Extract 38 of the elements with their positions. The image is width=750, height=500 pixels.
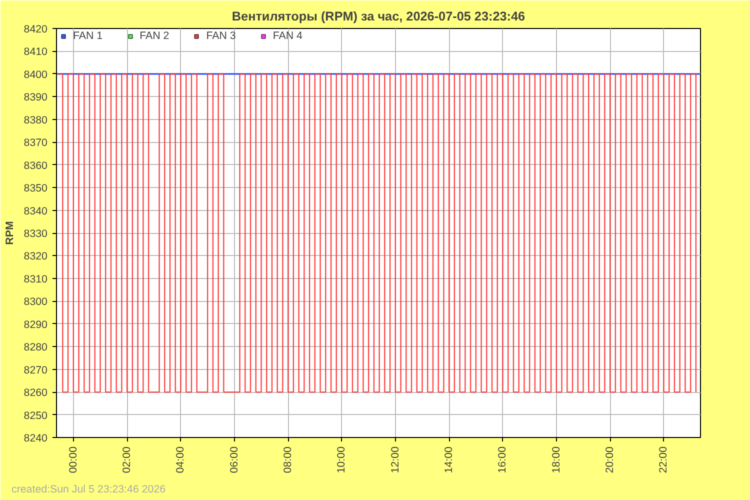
chart-title: Вентиляторы (RPM) за час, 2026-07-05 23:23:46 xyxy=(232,10,526,24)
x-tick-label: 00:00 xyxy=(67,446,80,474)
y-tick-label: 8420 xyxy=(24,24,48,36)
y-tick-label: 8270 xyxy=(24,364,48,376)
x-tick-label: 04:00 xyxy=(174,446,187,474)
x-tick-label: 22:00 xyxy=(658,446,670,474)
x-tick-label: 08:00 xyxy=(282,446,294,474)
y-tick-label: 8340 xyxy=(24,205,48,218)
y-tick-label: 8240 xyxy=(24,432,48,444)
x-tick-label: 10:00 xyxy=(336,446,348,474)
x-tick-label: 18:00 xyxy=(550,446,562,474)
y-tick-label: 8360 xyxy=(24,160,48,172)
legend-label: FAN 1 xyxy=(73,30,103,42)
y-tick-label: 8390 xyxy=(24,92,48,104)
y-tick-label: 8380 xyxy=(24,114,48,126)
text: created:Sun Jul 5 23:23:46 2026 xyxy=(12,484,166,496)
y-tick-label: 8310 xyxy=(24,273,48,286)
y-tick-label: 8260 xyxy=(24,387,48,400)
y-tick-label: 8320 xyxy=(24,250,48,263)
x-tick-label: 02:00 xyxy=(121,446,134,474)
x-tick-label: 14:00 xyxy=(443,446,456,474)
y-tick-label: 8350 xyxy=(24,182,48,195)
y-tick-label: 8370 xyxy=(24,137,48,150)
y-tick-label: 8330 xyxy=(24,228,48,240)
y-tick-label: 8290 xyxy=(24,318,48,331)
x-tick-label: 06:00 xyxy=(228,446,240,474)
legend-label: FAN 4 xyxy=(272,30,302,42)
x-tick-label: 16:00 xyxy=(496,446,509,474)
legend-label: FAN 2 xyxy=(140,30,170,42)
y-tick-label: 8410 xyxy=(24,46,48,58)
legend-label: FAN 3 xyxy=(206,30,236,42)
y-axis-title: RPM xyxy=(4,221,16,245)
y-tick-label: 8250 xyxy=(24,410,48,422)
y-tick-label: 8300 xyxy=(24,296,48,308)
x-tick-label: 12:00 xyxy=(389,446,402,474)
y-tick-label: 8280 xyxy=(24,342,48,354)
x-tick-label: 20:00 xyxy=(604,446,616,474)
y-tick-label: 8400 xyxy=(24,68,48,81)
